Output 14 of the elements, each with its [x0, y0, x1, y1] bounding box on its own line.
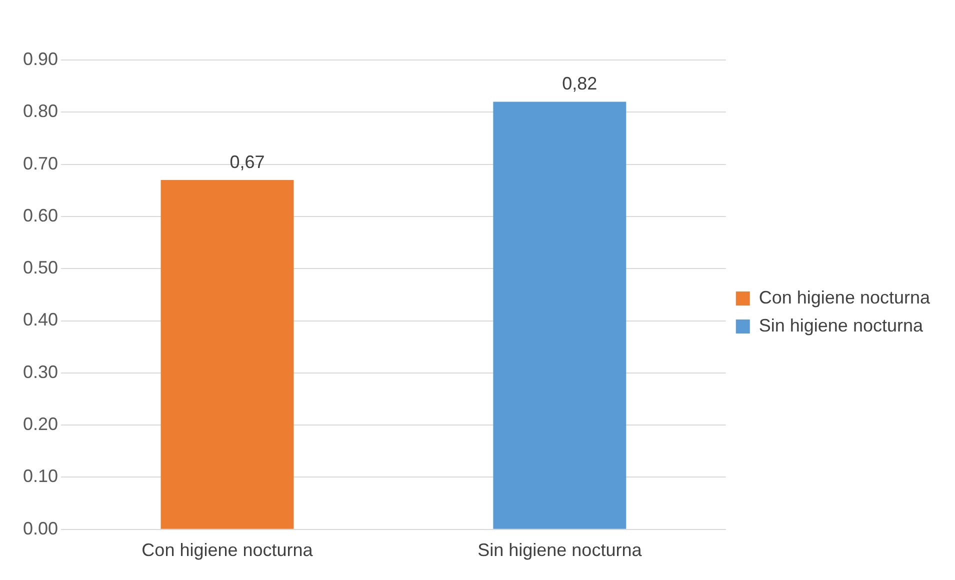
- y-tick-label: 0.70: [22, 153, 58, 174]
- y-tick-label: 0.50: [22, 258, 58, 278]
- data-label: 0,67: [230, 152, 265, 172]
- y-tick-label: 0.40: [22, 310, 58, 330]
- legend-label: Con higiene nocturna: [758, 287, 931, 308]
- y-tick-label: 0.20: [22, 414, 58, 434]
- legend-label: Sin higiene nocturna: [758, 315, 924, 336]
- y-tick-label: 0.30: [22, 362, 58, 382]
- y-tick-label: 0.90: [22, 48, 58, 69]
- y-tick-label: 0.60: [22, 205, 58, 226]
- y-tick-label: 0.00: [22, 518, 58, 538]
- y-tick-label: 0.80: [22, 101, 58, 122]
- data-label: 0,82: [562, 74, 598, 94]
- y-tick-label: 0.10: [22, 466, 58, 486]
